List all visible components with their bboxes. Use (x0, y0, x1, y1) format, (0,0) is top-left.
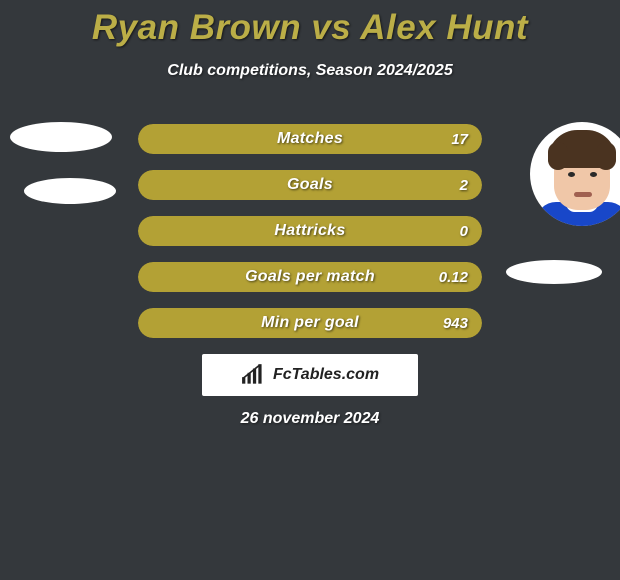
stat-row-matches: Matches 17 (138, 124, 482, 154)
stat-row-hattricks: Hattricks 0 (138, 216, 482, 246)
stat-label: Matches (138, 124, 482, 154)
player2-avatar-placeholder-shadow (506, 260, 602, 284)
player1-avatar-placeholder-shadow (24, 178, 116, 204)
footer-date: 26 november 2024 (0, 410, 620, 428)
player2-avatar (530, 122, 620, 226)
stat-value: 17 (451, 124, 468, 154)
comparison-subtitle: Club competitions, Season 2024/2025 (0, 62, 620, 80)
stat-label: Hattricks (138, 216, 482, 246)
comparison-title: Ryan Brown vs Alex Hunt (0, 0, 620, 48)
watermark-badge: FcTables.com (202, 354, 418, 396)
vs-separator: vs (311, 8, 351, 47)
stat-row-min-per-goal: Min per goal 943 (138, 308, 482, 338)
stat-row-goals-per-match: Goals per match 0.12 (138, 262, 482, 292)
player1-avatar-placeholder (10, 122, 112, 152)
stat-label: Goals per match (138, 262, 482, 292)
watermark-text: FcTables.com (273, 366, 379, 384)
stat-value: 2 (460, 170, 468, 200)
player2-face (530, 122, 620, 226)
bar-chart-icon (241, 364, 267, 386)
stats-bars: Matches 17 Goals 2 Hattricks 0 Goals per… (138, 124, 482, 354)
stat-value: 0.12 (439, 262, 468, 292)
stat-row-goals: Goals 2 (138, 170, 482, 200)
player1-name: Ryan Brown (92, 8, 301, 47)
stat-value: 0 (460, 216, 468, 246)
stat-label: Goals (138, 170, 482, 200)
stat-label: Min per goal (138, 308, 482, 338)
player2-name: Alex Hunt (360, 8, 528, 47)
stat-value: 943 (443, 308, 468, 338)
